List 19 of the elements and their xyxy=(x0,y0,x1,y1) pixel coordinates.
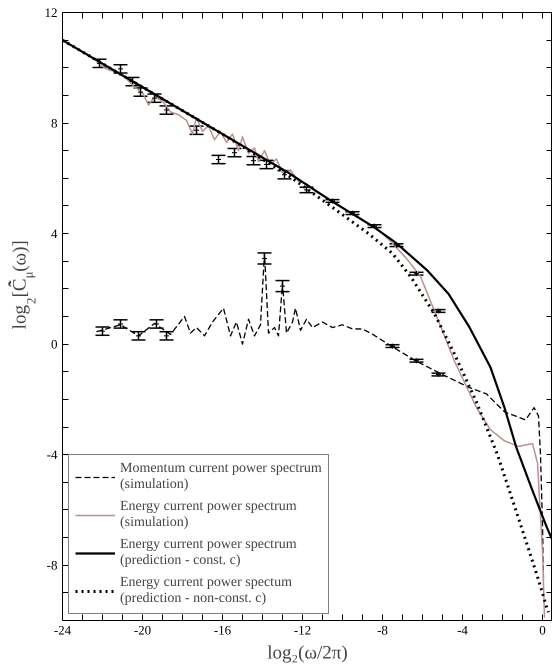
y-tick-label: -4 xyxy=(46,447,58,462)
x-tick-label: -20 xyxy=(134,622,152,638)
y-axis-title: log2[C̃̂μ(ω)] xyxy=(8,240,38,330)
x-tick-label: -16 xyxy=(214,622,232,638)
y-tick-label: 4 xyxy=(51,226,58,242)
legend-label: Energy current power spectum (prediction - non-const. c) xyxy=(120,575,292,607)
x-tick-label: -24 xyxy=(54,622,72,638)
y-tick-label: -8 xyxy=(46,558,58,573)
y-tick-label: 0 xyxy=(51,336,58,352)
legend-label: Momentum current power spectrum (simulation) xyxy=(120,461,322,493)
x-axis-title: log₂(ω/2π) xyxy=(267,642,348,664)
y-tick-label: 8 xyxy=(51,116,58,131)
legend-label: Energy current power spectrum (prediction - const. c) xyxy=(120,537,297,569)
legend-label: Energy current power spectrum (simulation) xyxy=(120,499,297,531)
x-tick-label: -8 xyxy=(377,622,388,638)
x-tick-label: -4 xyxy=(457,622,468,638)
x-tick-label: -12 xyxy=(294,622,312,638)
y-tick-label: 12 xyxy=(44,5,58,20)
x-tick-label: 0 xyxy=(539,622,546,638)
